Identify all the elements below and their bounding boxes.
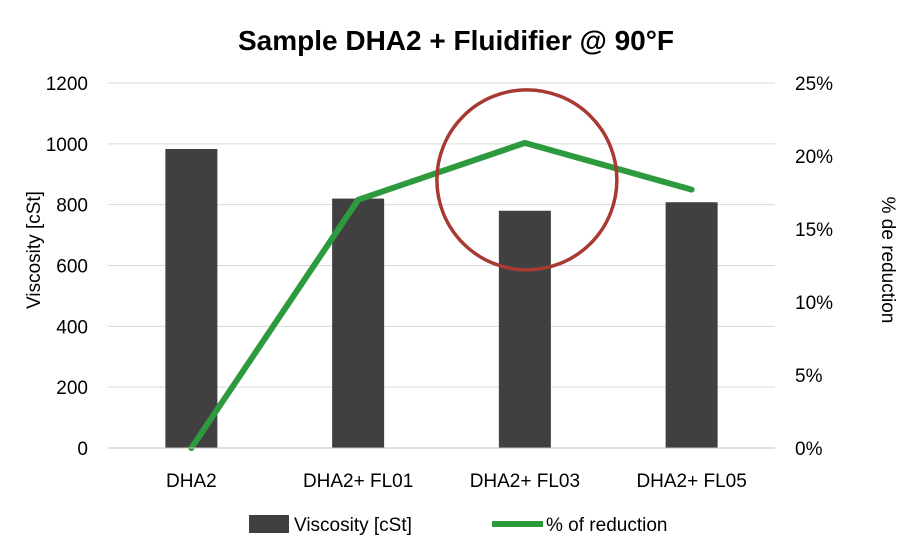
y-tick-label: 1200 xyxy=(46,74,88,95)
x-tick-label: DHA2+ FL03 xyxy=(470,471,580,492)
reduction-point xyxy=(691,189,693,191)
chart-title: Sample DHA2 + Fluidifier @ 90°F xyxy=(238,25,674,56)
y2-tick-label: 25% xyxy=(795,74,833,95)
x-tick-label: DHA2 xyxy=(166,471,217,492)
y2-tick-label: 0% xyxy=(795,439,823,460)
legend-swatch-viscosity xyxy=(249,515,289,533)
y-axis-left: 0 200 400 600 800 1000 1200 xyxy=(46,74,88,460)
bars xyxy=(165,149,718,449)
y2-tick-label: 20% xyxy=(795,147,833,168)
reduction-line-layer xyxy=(188,139,695,451)
y-tick-label: 0 xyxy=(77,439,88,460)
y-tick-label: 1000 xyxy=(46,135,88,156)
bar-viscosity xyxy=(165,149,218,449)
reduction-point xyxy=(524,142,526,144)
x-tick-label: DHA2+ FL01 xyxy=(303,471,413,492)
y2-axis-title: % de reduction xyxy=(877,197,898,324)
y-tick-label: 200 xyxy=(56,378,88,399)
y-tick-label: 800 xyxy=(56,196,88,217)
y-tick-label: 600 xyxy=(56,257,88,278)
y2-tick-label: 10% xyxy=(795,293,833,314)
x-axis: DHA2 DHA2+ FL01 DHA2+ FL03 DHA2+ FL05 xyxy=(108,447,775,492)
legend-label-reduction: % of reduction xyxy=(546,515,667,536)
bar-viscosity xyxy=(332,198,385,448)
y2-tick-label: 15% xyxy=(795,220,833,241)
y-axis-title: Viscosity [cSt] xyxy=(24,191,45,309)
reduction-line xyxy=(188,139,695,451)
legend: Viscosity [cSt] % of reduction xyxy=(249,515,667,536)
bar-viscosity xyxy=(665,202,718,448)
bar-viscosity xyxy=(498,210,551,448)
annotation-layer xyxy=(435,88,619,272)
y-tick-label: 400 xyxy=(56,317,88,338)
highlight-circle xyxy=(435,88,619,272)
reduction-point xyxy=(357,199,359,201)
x-tick-label: DHA2+ FL05 xyxy=(636,471,746,492)
y-axis-right: 0% 5% 10% 15% 20% 25% xyxy=(795,74,833,460)
y2-tick-label: 5% xyxy=(795,366,823,387)
legend-label-viscosity: Viscosity [cSt] xyxy=(294,515,412,536)
